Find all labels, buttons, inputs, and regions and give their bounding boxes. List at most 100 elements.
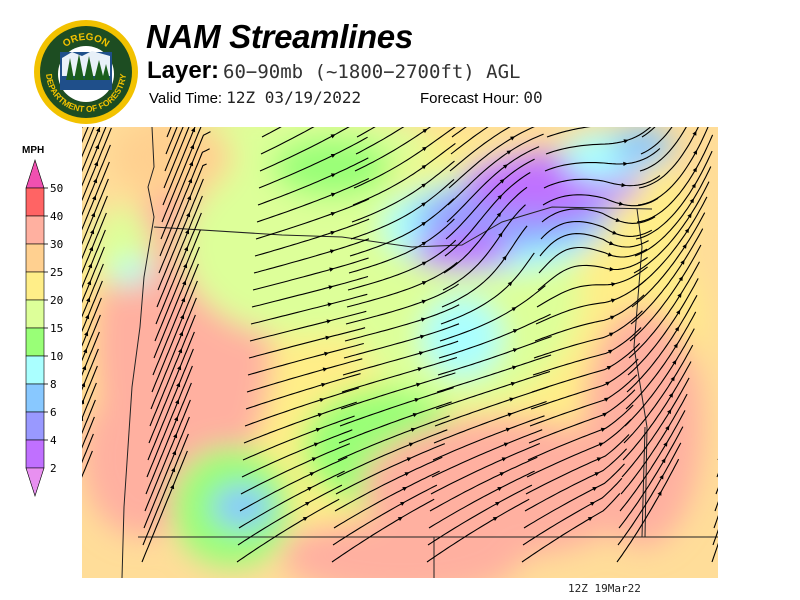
streamline-arrow: [400, 501, 406, 506]
streamline: [82, 144, 111, 216]
streamline: [160, 131, 211, 240]
streamline: [339, 387, 454, 427]
streamline: [162, 127, 196, 206]
streamline: [255, 198, 370, 240]
legend-band: [25, 327, 45, 357]
streamline-arrow: [673, 343, 678, 349]
streamline-arrow: [505, 427, 511, 432]
streamline: [250, 293, 368, 325]
streamline: [150, 297, 197, 410]
streamline: [82, 127, 101, 173]
legend-band: [25, 299, 45, 329]
streamline: [526, 419, 632, 478]
streamline: [532, 327, 642, 376]
streamline-arrow: [607, 349, 613, 354]
streamline-arrow: [325, 335, 331, 340]
streamline: [628, 261, 700, 359]
streamline: [447, 133, 544, 206]
streamline: [142, 433, 189, 546]
streamline: [340, 372, 456, 410]
wind-speed-area: [612, 127, 672, 167]
streamline: [630, 228, 704, 325]
streamline-arrow: [495, 501, 501, 506]
streamline-arrow: [693, 149, 698, 155]
streamline: [348, 218, 455, 274]
streamline: [335, 443, 446, 495]
streamline-arrow: [621, 182, 627, 188]
streamline-arrow: [189, 161, 194, 167]
streamline-arrow: [687, 213, 692, 219]
streamline: [82, 450, 93, 478]
streamline: [82, 416, 95, 449]
streamline-arrow: [180, 314, 185, 320]
streamline: [522, 477, 623, 546]
oregon-department-of-forestry-logo: OREGON DEPARTMENT OF FORESTRY: [34, 20, 138, 124]
streamline-arrow: [190, 144, 195, 150]
streamline-arrow: [414, 397, 420, 403]
streamline-arrow: [592, 486, 598, 491]
streamline-arrow: [329, 267, 335, 272]
layer-info: Layer: 60−90mb (~1800−2700ft) AGL: [147, 57, 520, 85]
streamline-arrow: [173, 433, 178, 439]
streamline: [624, 328, 695, 427]
streamline: [82, 161, 110, 231]
legend-tick-label: 2: [50, 462, 57, 475]
streamline-arrow: [187, 195, 192, 201]
streamline: [159, 148, 210, 257]
streamline: [448, 127, 535, 189]
streamline-arrow: [684, 228, 690, 234]
streamline: [151, 280, 198, 393]
streamline: [531, 343, 641, 393]
streamline: [432, 415, 545, 461]
streamline: [82, 314, 101, 362]
streamline: [236, 498, 340, 563]
streamline: [527, 404, 634, 461]
streamline: [337, 415, 450, 461]
streamline: [638, 127, 699, 189]
streamline-arrow: [600, 427, 606, 432]
streamline-arrow: [177, 365, 182, 371]
wind-speed-legend: 50 40 30 25 20 15 10 8 6 4 2: [25, 159, 63, 497]
streamline-arrow: [321, 382, 327, 388]
streamline-arrow: [174, 416, 179, 422]
streamline: [256, 178, 370, 223]
legend-under-arrow: [25, 467, 45, 497]
legend-tick-label: 25: [50, 266, 63, 279]
streamline: [617, 442, 682, 546]
streamline: [254, 218, 370, 257]
streamline: [631, 212, 706, 308]
streamline-arrow: [317, 412, 323, 418]
streamline: [539, 233, 649, 257]
legend-tick-label: 6: [50, 406, 57, 419]
streamline-arrow: [510, 381, 516, 387]
streamline: [82, 212, 107, 275]
streamline: [629, 244, 702, 342]
streamline: [544, 148, 661, 172]
streamline-arrow: [186, 212, 191, 218]
streamline-arrow: [598, 442, 604, 447]
streamline-arrow: [311, 457, 317, 462]
streamline-arrow: [663, 441, 668, 447]
streamline-arrow: [87, 280, 92, 286]
streamline: [437, 335, 552, 376]
streamline-arrow: [327, 302, 333, 307]
streamline: [444, 172, 531, 257]
streamline: [436, 354, 552, 393]
streamline: [434, 386, 549, 427]
streamline: [82, 331, 100, 377]
streamline: [435, 370, 551, 410]
streamline: [443, 186, 528, 274]
streamline-arrow: [172, 450, 177, 456]
streamline: [545, 127, 652, 155]
streamline: [441, 225, 528, 308]
streamline-arrow: [506, 150, 512, 155]
streamline: [259, 127, 350, 172]
streamline-arrow: [501, 457, 507, 462]
streamline-arrow: [603, 397, 609, 402]
streamline-arrow: [498, 232, 503, 238]
streamline: [523, 463, 625, 529]
streamline: [540, 220, 653, 240]
legend-tick-label: 40: [50, 210, 63, 223]
streamline-arrow: [511, 307, 517, 312]
forecast-hour: Forecast Hour: 00: [420, 88, 543, 107]
